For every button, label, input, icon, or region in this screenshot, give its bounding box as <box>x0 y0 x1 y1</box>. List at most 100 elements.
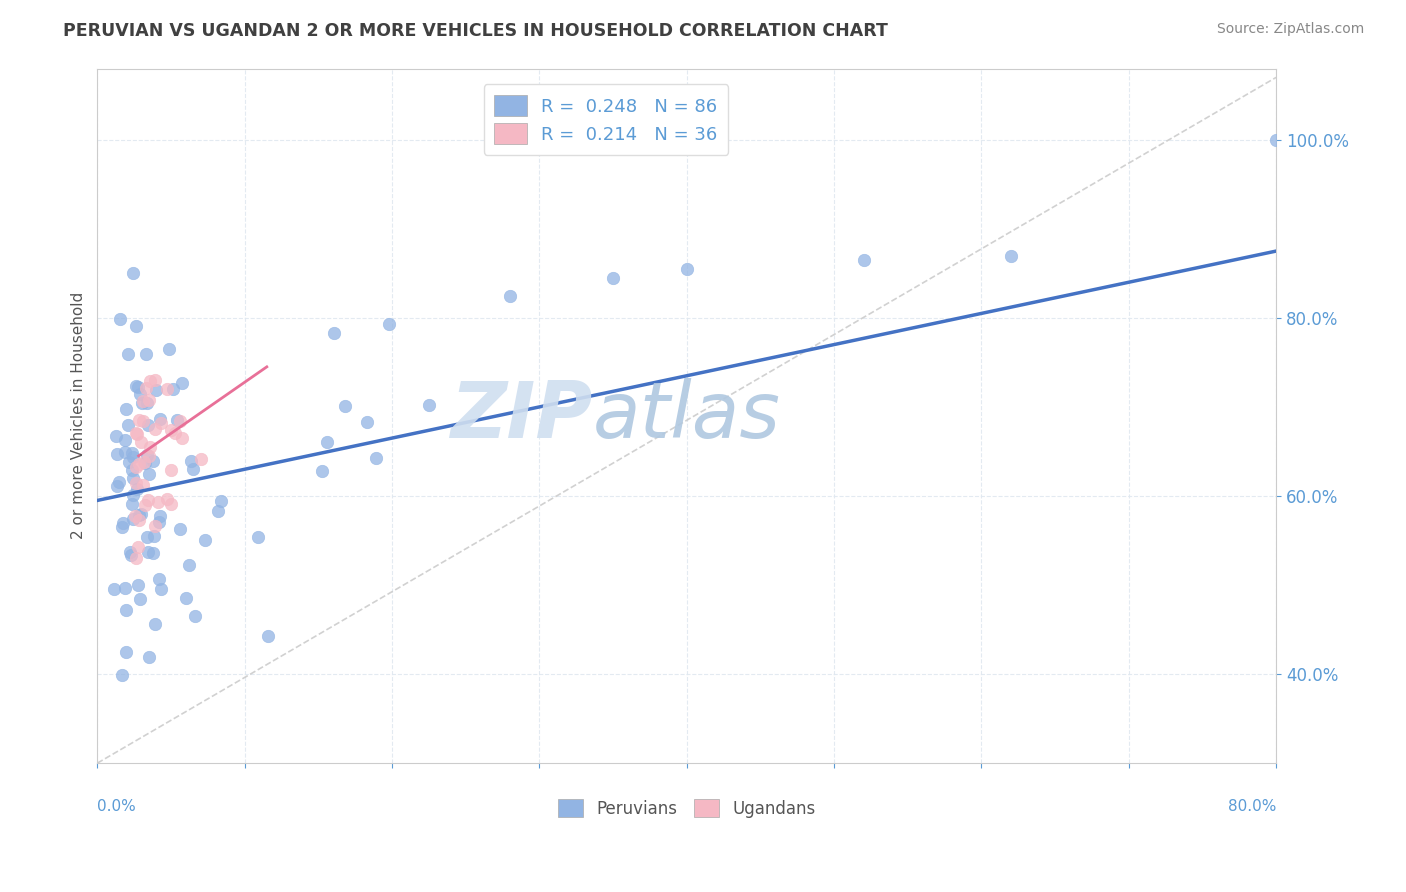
Point <box>129 591 152 606</box>
Point <box>166 413 188 427</box>
Point <box>135 395 157 409</box>
Point <box>180 454 202 468</box>
Point <box>135 347 157 361</box>
Point <box>127 482 149 496</box>
Point <box>145 383 167 397</box>
Point <box>602 270 624 285</box>
Point <box>142 546 165 560</box>
Point <box>156 383 179 397</box>
Point <box>120 549 142 563</box>
Point <box>125 459 148 474</box>
Point <box>125 425 148 440</box>
Point <box>129 507 152 521</box>
Point <box>135 449 157 463</box>
Text: PERUVIAN VS UGANDAN 2 OR MORE VEHICLES IN HOUSEHOLD CORRELATION CHART: PERUVIAN VS UGANDAN 2 OR MORE VEHICLES I… <box>63 22 889 40</box>
Point <box>207 504 229 518</box>
Point <box>117 455 139 469</box>
Point <box>128 457 150 471</box>
Point <box>110 668 132 682</box>
Point <box>364 450 387 465</box>
Point <box>121 497 143 511</box>
Point <box>121 462 143 476</box>
Point <box>378 317 401 331</box>
Point <box>675 261 697 276</box>
Point <box>150 582 173 597</box>
Point <box>148 515 170 529</box>
Point <box>105 447 128 461</box>
Point <box>105 479 128 493</box>
Point <box>128 413 150 427</box>
Point <box>138 467 160 482</box>
Text: 0.0%: 0.0% <box>97 798 136 814</box>
Point <box>121 471 143 485</box>
Point <box>136 418 159 433</box>
Point <box>143 373 166 387</box>
Point <box>117 346 139 360</box>
Point <box>114 434 136 448</box>
Point <box>169 522 191 536</box>
Point <box>127 540 149 554</box>
Point <box>103 582 125 596</box>
Point <box>134 456 156 470</box>
Point <box>115 401 138 416</box>
Point <box>125 427 148 442</box>
Point <box>160 463 183 477</box>
Point <box>1265 133 1288 147</box>
Point <box>193 533 215 547</box>
Point <box>131 435 153 450</box>
Point <box>246 530 269 544</box>
Point <box>257 629 280 643</box>
Point <box>177 558 200 573</box>
Point <box>108 475 131 489</box>
Point <box>122 266 145 280</box>
Text: atlas: atlas <box>592 378 780 454</box>
Point <box>157 342 180 356</box>
Point <box>162 382 184 396</box>
Point <box>132 414 155 428</box>
Text: ZIP: ZIP <box>450 378 592 454</box>
Point <box>169 414 191 428</box>
Point <box>104 429 127 443</box>
Text: Source: ZipAtlas.com: Source: ZipAtlas.com <box>1216 22 1364 37</box>
Point <box>121 450 143 464</box>
Point <box>316 434 339 449</box>
Point <box>172 431 194 445</box>
Point <box>136 530 159 544</box>
Point <box>323 326 346 341</box>
Point <box>1000 248 1022 262</box>
Point <box>499 288 522 302</box>
Point <box>117 418 139 433</box>
Point <box>125 476 148 491</box>
Point <box>142 454 165 468</box>
Point <box>121 446 143 460</box>
Point <box>131 396 153 410</box>
Point <box>209 494 232 508</box>
Point <box>108 312 131 326</box>
Point <box>181 462 204 476</box>
Point <box>134 498 156 512</box>
Point <box>149 412 172 426</box>
Point <box>114 581 136 595</box>
Point <box>852 252 875 267</box>
Point <box>135 381 157 395</box>
Point <box>111 516 134 531</box>
Point <box>127 578 149 592</box>
Point <box>139 440 162 454</box>
Point <box>132 394 155 409</box>
Point <box>111 520 134 534</box>
Point <box>146 495 169 509</box>
Point <box>311 464 333 478</box>
Point <box>120 545 142 559</box>
Point <box>150 416 173 430</box>
Point <box>143 617 166 632</box>
Point <box>159 423 181 437</box>
Point <box>143 518 166 533</box>
Point <box>170 376 193 390</box>
Point <box>143 421 166 435</box>
Point <box>124 508 146 523</box>
Point <box>128 513 150 527</box>
Point <box>165 425 187 440</box>
Text: 80.0%: 80.0% <box>1227 798 1277 814</box>
Point <box>138 393 160 408</box>
Point <box>156 492 179 507</box>
